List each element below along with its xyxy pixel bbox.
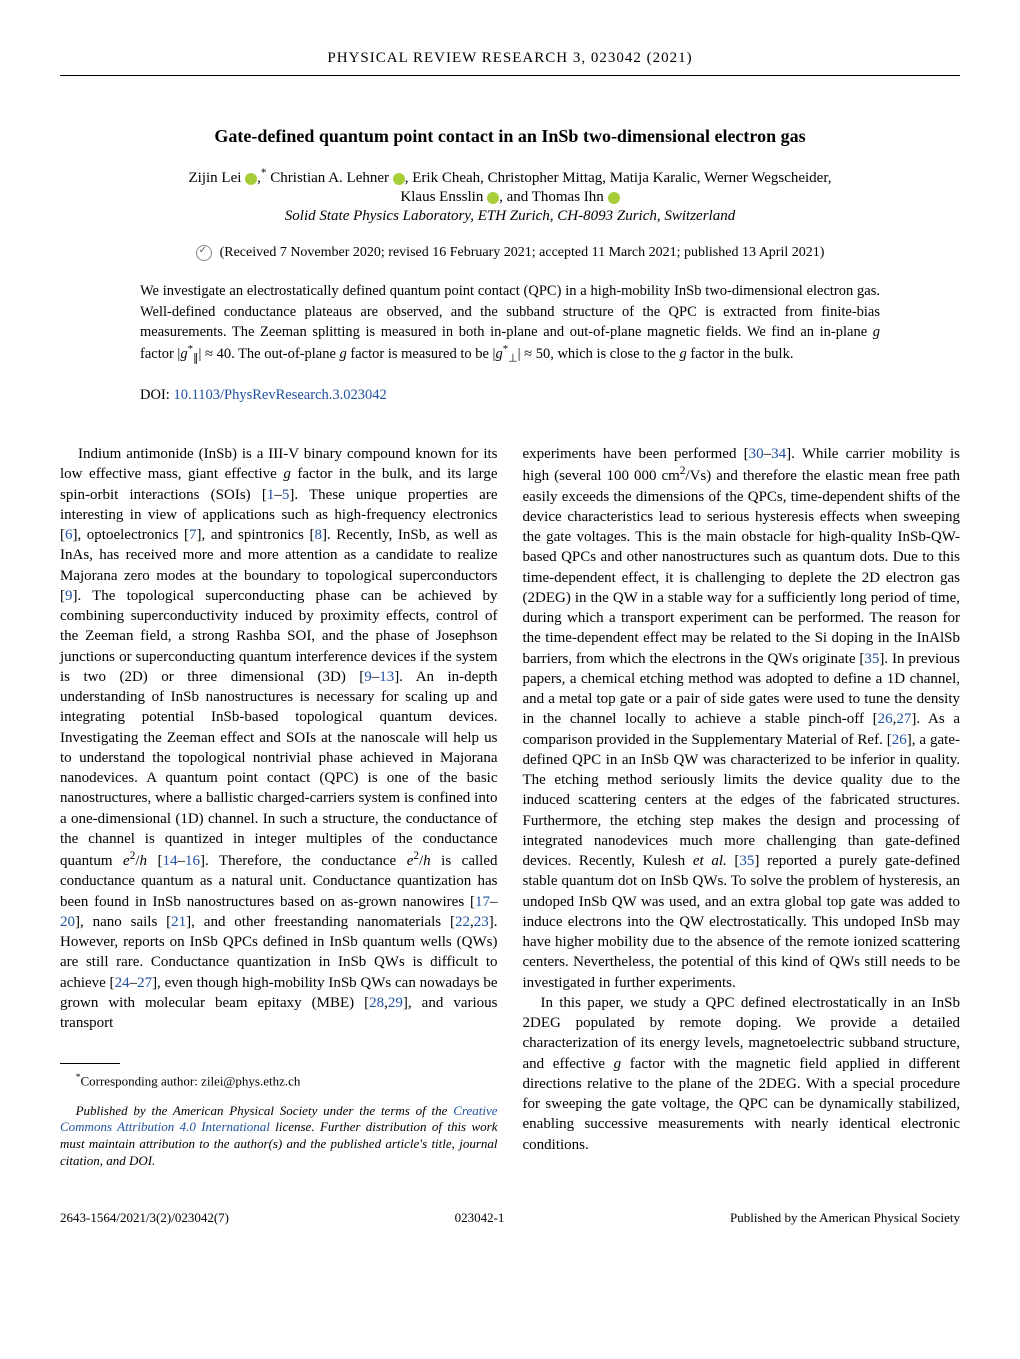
page-footer: 2643-1564/2021/3(2)/023042(7) 023042-1 P… [60, 1210, 960, 1226]
orcid-icon [608, 192, 620, 204]
footer-left: 2643-1564/2021/3(2)/023042(7) [60, 1210, 229, 1226]
article-dates: (Received 7 November 2020; revised 16 Fe… [60, 245, 960, 261]
dates-text: (Received 7 November 2020; revised 16 Fe… [220, 245, 825, 260]
doi: DOI: 10.1103/PhysRevResearch.3.023042 [140, 387, 880, 404]
doi-link[interactable]: 10.1103/PhysRevResearch.3.023042 [173, 387, 386, 403]
authors-line-1: Zijin Lei ,* Christian A. Lehner , Erik … [60, 167, 960, 187]
check-icon [196, 245, 212, 261]
column-left: Indium antimonide (InSb) is a III-V bina… [60, 444, 498, 1170]
body-paragraph: In this paper, we study a QPC defined el… [523, 993, 961, 1155]
body-paragraph: Indium antimonide (InSb) is a III-V bina… [60, 444, 498, 1033]
footer-right: Published by the American Physical Socie… [730, 1210, 960, 1226]
orcid-icon [487, 192, 499, 204]
orcid-icon [245, 173, 257, 185]
doi-label: DOI: [140, 387, 173, 403]
article-title: Gate-defined quantum point contact in an… [60, 126, 960, 147]
abstract: We investigate an electrostatically defi… [140, 281, 880, 367]
footnote-license: Published by the American Physical Socie… [60, 1103, 498, 1171]
authors-line-2: Klaus Ensslin , and Thomas Ihn [60, 189, 960, 206]
footnote-corresponding: *Corresponding author: zilei@phys.ethz.c… [60, 1072, 498, 1090]
journal-header: PHYSICAL REVIEW RESEARCH 3, 023042 (2021… [60, 50, 960, 76]
affiliation: Solid State Physics Laboratory, ETH Zuri… [60, 208, 960, 225]
footnote-separator [60, 1063, 120, 1064]
body-paragraph: experiments have been performed [30–34].… [523, 444, 961, 993]
footer-center: 023042-1 [455, 1210, 505, 1226]
orcid-icon [393, 173, 405, 185]
column-right: experiments have been performed [30–34].… [523, 444, 961, 1170]
